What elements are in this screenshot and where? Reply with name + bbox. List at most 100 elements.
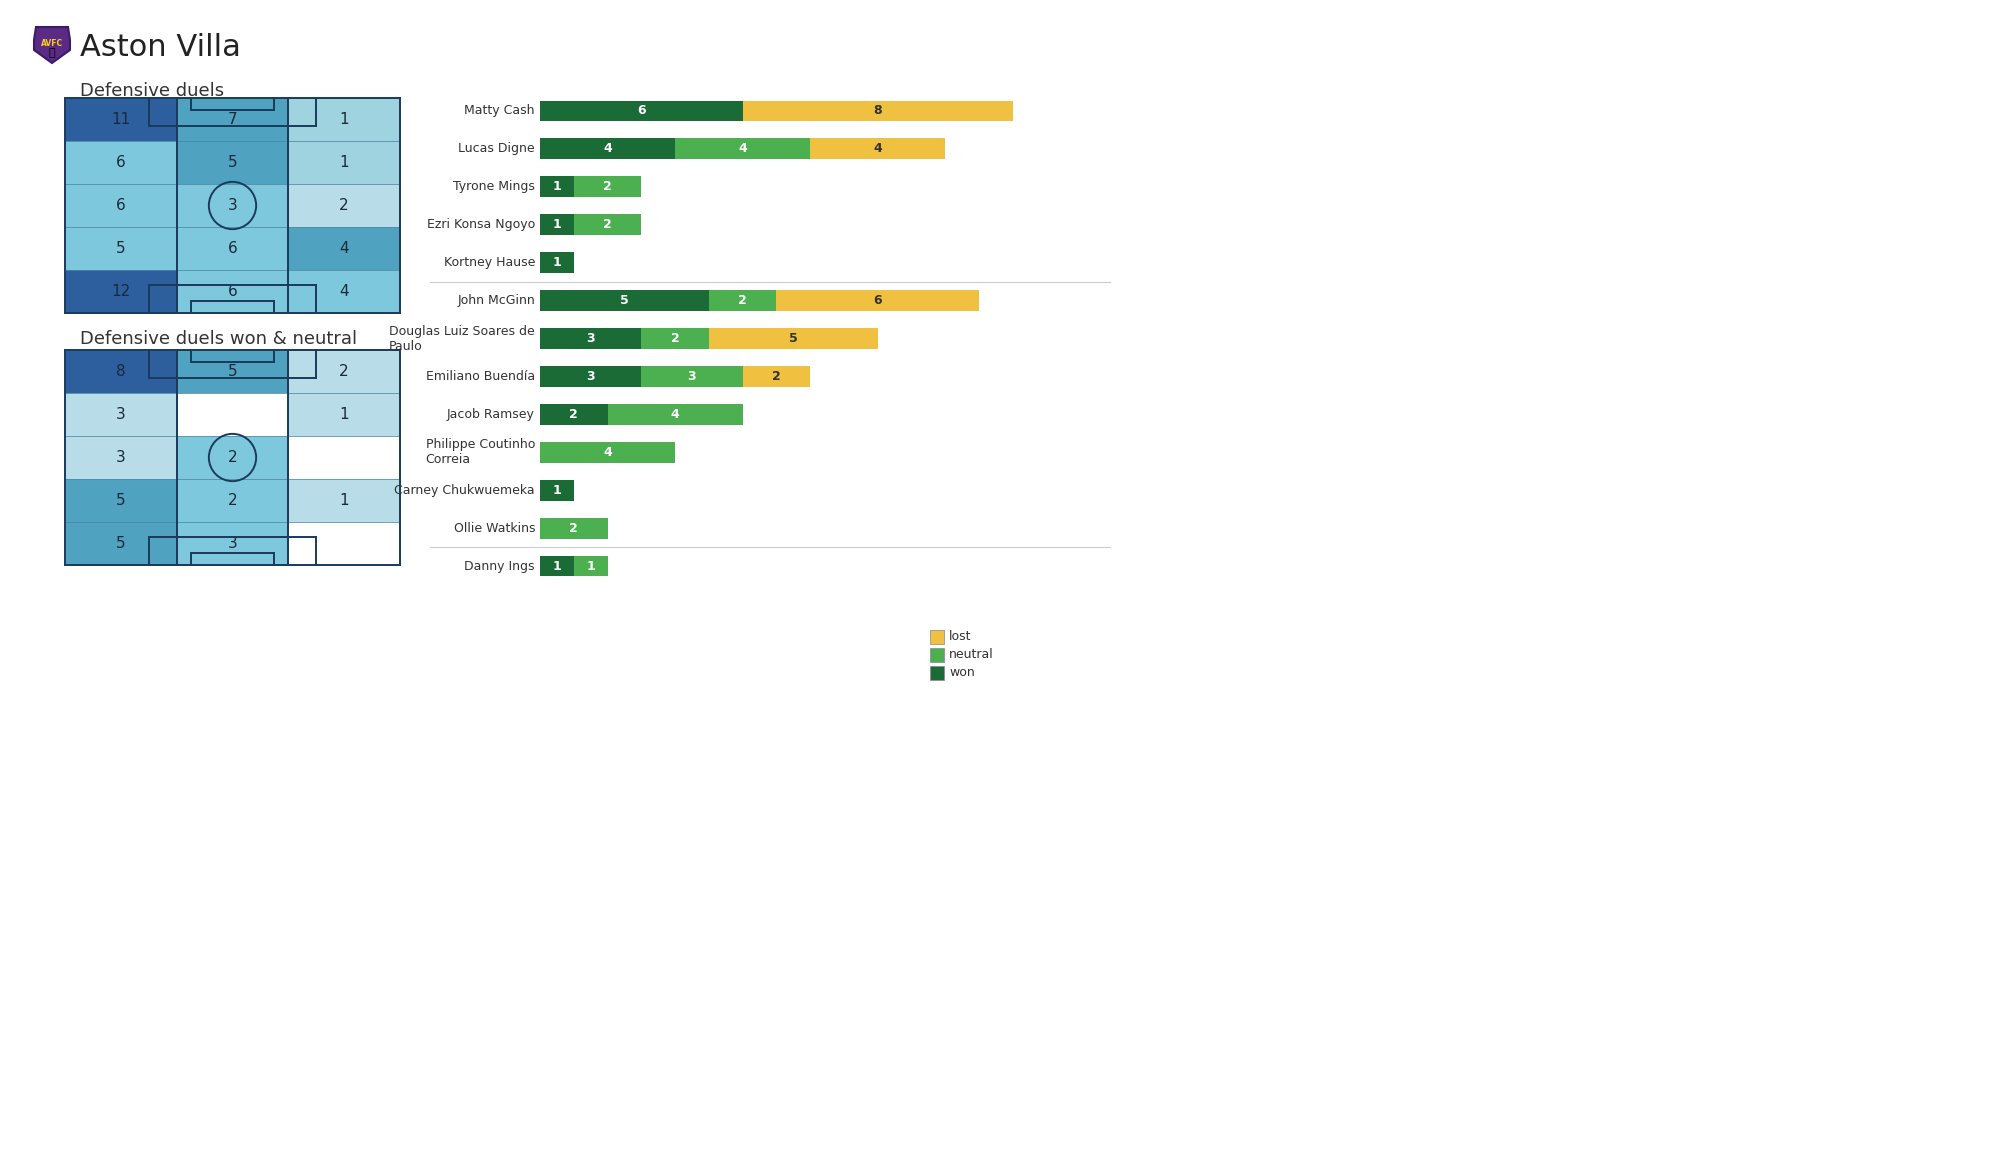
Text: Ezri Konsa Ngoyo: Ezri Konsa Ngoyo xyxy=(426,219,536,231)
Bar xyxy=(64,98,176,141)
Text: 3: 3 xyxy=(116,450,126,465)
Bar xyxy=(742,101,1012,121)
Text: Danny Ings: Danny Ings xyxy=(464,559,536,572)
Text: Ollie Watkins: Ollie Watkins xyxy=(454,522,536,535)
Bar xyxy=(708,328,878,349)
Text: won: won xyxy=(950,666,974,679)
Text: 1: 1 xyxy=(552,219,562,231)
Bar xyxy=(64,436,176,479)
Bar xyxy=(930,647,944,662)
Bar xyxy=(64,184,176,227)
Text: 2: 2 xyxy=(772,370,780,383)
Text: 5: 5 xyxy=(788,333,798,345)
Bar xyxy=(288,270,400,313)
Bar xyxy=(176,227,288,270)
Text: 1: 1 xyxy=(552,484,562,497)
Text: 1: 1 xyxy=(586,559,596,572)
Text: Kortney Hause: Kortney Hause xyxy=(444,256,536,269)
Text: 2: 2 xyxy=(738,294,746,307)
Bar xyxy=(540,253,574,273)
Bar xyxy=(288,436,400,479)
Text: Aston Villa: Aston Villa xyxy=(80,34,240,62)
Text: 3: 3 xyxy=(228,199,238,213)
Bar xyxy=(176,184,288,227)
Bar xyxy=(642,365,742,387)
Text: 2: 2 xyxy=(670,333,680,345)
Bar xyxy=(176,392,288,436)
Text: 5: 5 xyxy=(228,364,238,380)
Text: 6: 6 xyxy=(636,105,646,118)
Bar xyxy=(176,98,288,141)
Text: 2: 2 xyxy=(570,408,578,421)
Polygon shape xyxy=(34,27,70,63)
Bar xyxy=(540,479,574,501)
Text: 3: 3 xyxy=(586,333,594,345)
Bar xyxy=(540,518,608,538)
Text: 8: 8 xyxy=(874,105,882,118)
Bar xyxy=(574,556,608,577)
Bar xyxy=(176,270,288,313)
Text: 3: 3 xyxy=(688,370,696,383)
Text: 1: 1 xyxy=(340,494,348,508)
Text: 1: 1 xyxy=(340,155,348,170)
Text: 2: 2 xyxy=(340,364,348,380)
Text: 2: 2 xyxy=(604,219,612,231)
Text: 5: 5 xyxy=(620,294,628,307)
Text: 1: 1 xyxy=(552,559,562,572)
Text: Carney Chukwuemeka: Carney Chukwuemeka xyxy=(394,484,536,497)
Text: 1: 1 xyxy=(340,407,348,422)
Text: Jacob Ramsey: Jacob Ramsey xyxy=(448,408,536,421)
Text: 2: 2 xyxy=(340,199,348,213)
Bar xyxy=(930,630,944,644)
Bar xyxy=(540,404,608,425)
Text: 6: 6 xyxy=(874,294,882,307)
Bar xyxy=(676,139,810,160)
Text: 1: 1 xyxy=(552,256,562,269)
Text: 4: 4 xyxy=(604,142,612,155)
Text: 6: 6 xyxy=(116,155,126,170)
Bar xyxy=(540,214,574,235)
Bar xyxy=(930,666,944,680)
Text: 4: 4 xyxy=(604,445,612,458)
Text: 4: 4 xyxy=(340,284,348,298)
Bar xyxy=(810,139,946,160)
Text: Lucas Digne: Lucas Digne xyxy=(458,142,536,155)
Bar xyxy=(540,176,574,197)
Bar xyxy=(288,184,400,227)
Text: 3: 3 xyxy=(228,536,238,551)
Text: 4: 4 xyxy=(874,142,882,155)
Bar xyxy=(742,365,810,387)
Text: 🦁: 🦁 xyxy=(48,48,56,58)
Bar xyxy=(288,350,400,392)
Text: 11: 11 xyxy=(112,112,130,127)
Text: 5: 5 xyxy=(116,536,126,551)
Bar xyxy=(540,328,642,349)
Bar xyxy=(574,176,642,197)
Text: Matty Cash: Matty Cash xyxy=(464,105,536,118)
Bar xyxy=(64,227,176,270)
Text: 4: 4 xyxy=(670,408,680,421)
Text: 12: 12 xyxy=(112,284,130,298)
Text: 1: 1 xyxy=(552,180,562,194)
Bar xyxy=(288,98,400,141)
Bar xyxy=(540,101,742,121)
Text: 4: 4 xyxy=(738,142,746,155)
Bar xyxy=(176,436,288,479)
Text: 3: 3 xyxy=(586,370,594,383)
Bar xyxy=(540,365,642,387)
Bar xyxy=(608,404,742,425)
Bar xyxy=(176,141,288,184)
Bar xyxy=(288,141,400,184)
Text: Defensive duels: Defensive duels xyxy=(80,82,224,100)
Text: 5: 5 xyxy=(116,494,126,508)
Text: 2: 2 xyxy=(228,494,238,508)
Text: Defensive duels won & neutral: Defensive duels won & neutral xyxy=(80,330,358,348)
Bar xyxy=(176,350,288,392)
Text: 2: 2 xyxy=(604,180,612,194)
Text: John McGinn: John McGinn xyxy=(458,294,536,307)
Bar xyxy=(288,522,400,565)
Text: 7: 7 xyxy=(228,112,238,127)
Text: Philippe Coutinho
Correia: Philippe Coutinho Correia xyxy=(426,438,536,466)
Text: 8: 8 xyxy=(116,364,126,380)
Text: 3: 3 xyxy=(116,407,126,422)
